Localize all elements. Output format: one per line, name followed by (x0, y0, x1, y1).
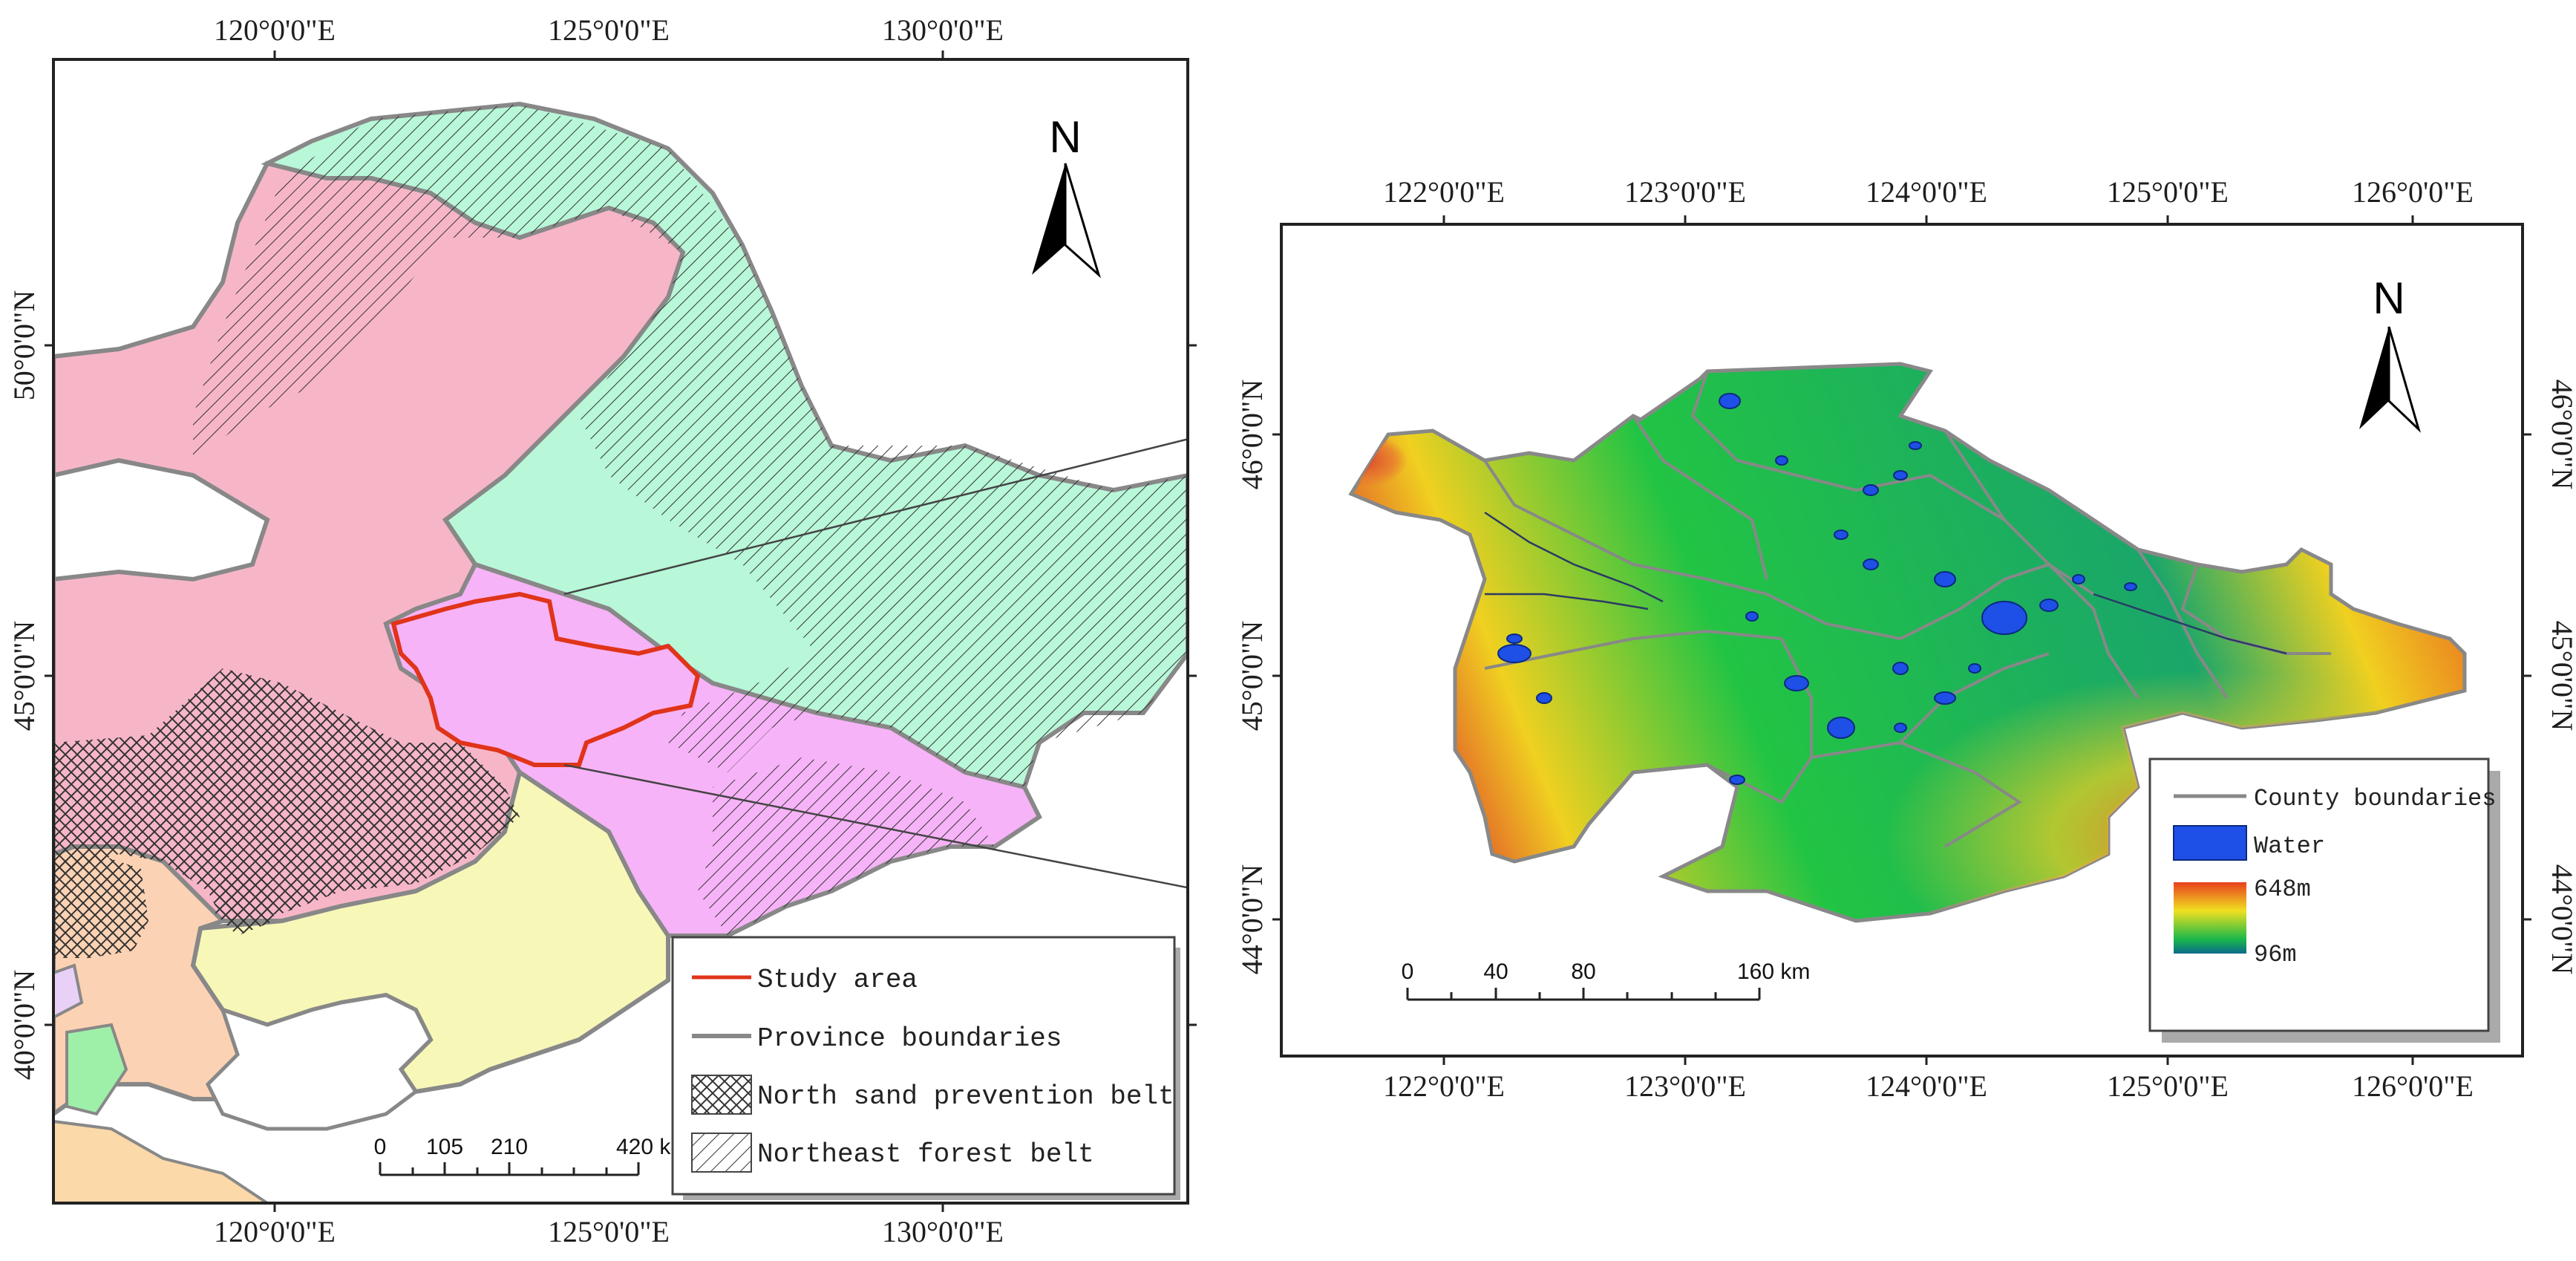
left-side-tick-2: 45°0'0"N (7, 621, 41, 731)
county-boundaries (1483, 371, 2331, 848)
right-bottom-tick-3: 124°0'0"E (1866, 1069, 1987, 1103)
legend-province-boundaries-label: Province boundaries (757, 1023, 1062, 1054)
left-map-tickmarks (45, 50, 1197, 1212)
legend-sand-belt-label: North sand prevention belt (757, 1081, 1174, 1112)
left-scale-label-2: 210 (491, 1135, 528, 1159)
left-map: 120°0'0"E 125°0'0"E 130°0'0"E 120°0'0"E … (7, 13, 1197, 1248)
right-bottom-tick-5: 126°0'0"E (2352, 1069, 2474, 1103)
left-scale-label-0: 0 (374, 1135, 387, 1159)
right-scale-label-1: 40 (1483, 959, 1508, 984)
right-north-label: N (2373, 273, 2405, 323)
right-left-tick-2: 45°0'0"N (1235, 621, 1269, 731)
left-top-tick-2: 125°0'0"E (548, 13, 670, 47)
province-shandong (53, 1119, 270, 1203)
legend-elevation-min: 96m (2254, 941, 2297, 968)
right-scale-bar: 0 40 80 160 km (1402, 959, 1810, 1001)
left-bottom-tick-1: 120°0'0"E (214, 1215, 336, 1248)
rivers (1484, 511, 2287, 655)
legend-county-boundaries-label: County boundaries (2254, 785, 2496, 812)
right-top-tick-5: 126°0'0"E (2352, 175, 2474, 209)
province-tianjin (65, 1023, 128, 1116)
right-top-tick-2: 123°0'0"E (1624, 175, 1746, 209)
right-left-tick-3: 44°0'0"N (1235, 864, 1269, 974)
right-top-tick-3: 124°0'0"E (1866, 175, 1987, 209)
left-side-tick-1: 50°0'0"N (7, 290, 41, 400)
legend-forest-belt-symbol (691, 1133, 752, 1173)
north-sand-prevention-belt (53, 668, 520, 921)
north-sand-prevention-belt-sw (53, 854, 148, 958)
right-right-tick-1: 46°0'0"N (2546, 379, 2576, 489)
legend-sand-belt-symbol (691, 1075, 752, 1115)
sea-bohai (205, 993, 434, 1131)
right-scale-label-2: 80 (1571, 959, 1595, 984)
left-top-tick-1: 120°0'0"E (214, 13, 336, 47)
right-scale-label-3: 160 km (1737, 959, 1810, 984)
legend-elevation-ramp (2174, 882, 2246, 954)
right-legend: County boundaries Water 648m 96m (2148, 757, 2500, 1043)
dem-northwest-upland (1351, 431, 1596, 579)
right-bottom-tick-4: 125°0'0"E (2107, 1069, 2229, 1103)
right-top-tick-4: 125°0'0"E (2107, 175, 2229, 209)
right-north-arrow: N (2359, 273, 2421, 433)
left-bottom-tick-2: 125°0'0"E (548, 1215, 670, 1248)
right-scale-label-0: 0 (1402, 959, 1414, 984)
left-scale-label-1: 105 (426, 1135, 463, 1159)
north-sand-prevention-belt-strip (215, 876, 275, 936)
legend-elevation-max: 648m (2254, 876, 2311, 903)
left-legend: Study area Province boundaries North san… (671, 936, 1180, 1200)
province-beijing (53, 963, 84, 1020)
left-side-tick-3: 40°0'0"N (7, 970, 41, 1080)
left-north-arrow: N (1032, 112, 1101, 278)
northeast-forest-belt (193, 104, 1188, 787)
right-map: 122°0'0"E 123°0'0"E 124°0'0"E 125°0'0"E … (1235, 175, 2576, 1103)
right-map-frame (1280, 223, 2524, 1058)
left-top-tick-3: 130°0'0"E (882, 13, 1004, 47)
legend-forest-belt-label: Northeast forest belt (757, 1139, 1094, 1170)
left-map-frame (52, 58, 1189, 1205)
left-legend-box (671, 936, 1176, 1196)
right-right-tick-2: 45°0'0"N (2546, 621, 2576, 731)
right-bottom-tick-2: 123°0'0"E (1624, 1069, 1746, 1103)
right-map-tickmarks (1272, 215, 2531, 1065)
legend-study-area-label: Study area (757, 965, 918, 995)
connector-line-bottom (563, 763, 1188, 889)
connector-line-top (563, 438, 1188, 596)
water-bodies (1497, 393, 2137, 785)
study-area-outline (390, 591, 701, 767)
region-mongolia (53, 457, 270, 582)
left-north-label: N (1049, 112, 1081, 162)
right-bottom-tick-1: 122°0'0"E (1383, 1069, 1505, 1103)
legend-water-label: Water (2254, 832, 2325, 860)
right-right-tick-3: 44°0'0"N (2546, 864, 2576, 974)
dem-southeast-upland (1351, 364, 2465, 921)
right-left-tick-1: 46°0'0"N (1235, 379, 1269, 489)
legend-water-symbol (2173, 825, 2247, 861)
right-top-tick-1: 122°0'0"E (1383, 175, 1505, 209)
northeast-forest-belt-south (698, 757, 995, 936)
left-bottom-tick-3: 130°0'0"E (882, 1215, 1004, 1248)
